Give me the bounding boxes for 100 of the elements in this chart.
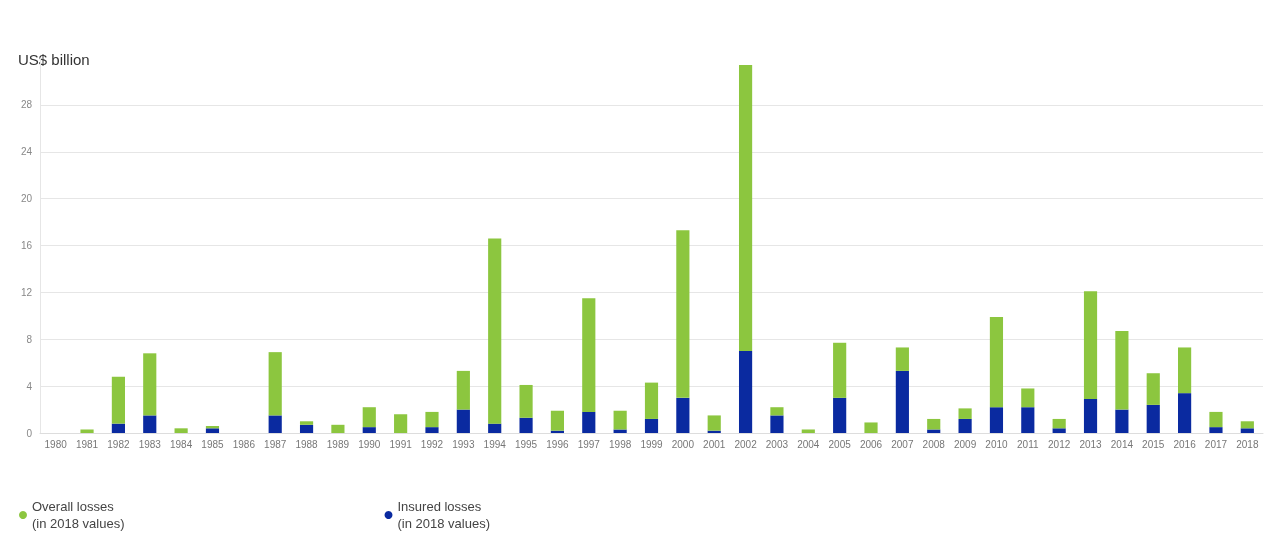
bar	[707, 415, 721, 431]
bar	[1209, 427, 1223, 433]
x-tick-label: 1995	[514, 438, 538, 450]
bar	[989, 407, 1004, 433]
x-tick-label: 1984	[169, 438, 193, 450]
bar	[1240, 428, 1254, 433]
bar	[927, 429, 941, 433]
x-tick-label: 2013	[1079, 438, 1103, 450]
bar	[425, 411, 439, 428]
x-tick-label: 2018	[1236, 438, 1259, 450]
x-tick-label: 1982	[107, 438, 130, 450]
bar	[1021, 388, 1035, 408]
y-tick-label: 28	[20, 99, 33, 111]
bar	[205, 428, 220, 433]
bar	[80, 429, 94, 433]
bar	[394, 414, 408, 433]
bar	[456, 370, 470, 410]
x-tick-label: 2008	[922, 438, 946, 450]
bar	[1083, 291, 1098, 400]
legend-label: Insured losses (in 2018 values)	[397, 499, 490, 531]
y-tick-label: 16	[20, 240, 33, 251]
bar	[770, 407, 784, 416]
x-tick-label: 2015	[1142, 438, 1165, 450]
x-tick-label: 2009	[953, 438, 977, 450]
bar	[174, 428, 188, 433]
x-tick-label: 2000	[671, 438, 695, 450]
bar	[1240, 421, 1254, 429]
bar	[895, 347, 909, 371]
bar	[362, 407, 376, 428]
x-tick-label: 2007	[891, 438, 914, 450]
bar	[1083, 399, 1098, 433]
bar	[864, 422, 878, 433]
x-tick-label: 2005	[828, 438, 852, 450]
bar	[833, 342, 847, 398]
bar	[738, 350, 753, 433]
bar	[613, 410, 627, 430]
bar	[989, 316, 1004, 408]
x-tick-label: 1997	[577, 438, 601, 450]
bar	[738, 65, 753, 351]
bar	[143, 353, 157, 416]
x-tick-label: 2014	[1110, 438, 1134, 450]
bar	[519, 384, 533, 418]
y-axis-title: US$ billion	[18, 51, 90, 68]
x-tick-label: 2017	[1204, 438, 1228, 450]
bar	[958, 408, 972, 419]
bar	[958, 418, 972, 433]
x-tick-label: 1991	[389, 438, 413, 450]
y-tick-label: 8	[26, 333, 33, 345]
bar	[1115, 409, 1129, 433]
bar	[111, 423, 125, 433]
x-tick-label: 2001	[703, 438, 726, 450]
y-tick-label: 24	[20, 146, 33, 158]
bar	[1021, 407, 1035, 433]
y-tick-label: 20	[20, 193, 33, 205]
x-tick-label: 1988	[295, 438, 319, 450]
bar	[801, 429, 815, 433]
bar	[676, 230, 690, 398]
x-tick-label: 2011	[1017, 438, 1039, 450]
bar	[895, 370, 909, 433]
bar	[362, 427, 376, 433]
x-tick-label: 1993	[452, 438, 475, 450]
bar	[268, 415, 282, 433]
x-tick-label: 1987	[264, 438, 287, 450]
x-tick-label: 1998	[609, 438, 632, 450]
bar	[550, 410, 565, 431]
y-tick-label: 4	[26, 380, 33, 392]
bar	[111, 376, 125, 424]
y-tick-label: 12	[20, 286, 33, 298]
bar	[456, 409, 470, 433]
bar	[299, 424, 314, 433]
bar	[833, 397, 847, 433]
bar	[488, 423, 502, 433]
bar	[582, 411, 596, 433]
x-tick-label: 1992	[420, 438, 444, 450]
bar	[488, 238, 502, 424]
bar	[425, 427, 439, 433]
bar	[1209, 411, 1223, 428]
bar	[770, 415, 784, 433]
x-tick-label: 2002	[734, 438, 758, 450]
y-tick-label: 0	[26, 427, 33, 439]
x-tick-label: 1980	[44, 438, 68, 450]
x-tick-label: 1981	[75, 438, 99, 450]
bar	[331, 424, 345, 433]
x-tick-label: 1994	[483, 438, 507, 450]
bar	[1115, 331, 1129, 410]
bar	[1178, 347, 1192, 394]
bar	[582, 298, 596, 412]
bar	[1052, 418, 1066, 429]
bar	[299, 421, 314, 425]
bar	[1052, 428, 1066, 433]
x-tick-label: 2012	[1048, 438, 1071, 450]
legend-label: Overall losses (in 2018 values)	[32, 499, 125, 531]
x-tick-label: 2016	[1173, 438, 1197, 450]
x-tick-label: 1983	[138, 438, 162, 450]
bar	[1178, 393, 1192, 433]
bar	[644, 418, 659, 433]
x-tick-label: 2010	[985, 438, 1009, 450]
x-tick-label: 2003	[765, 438, 789, 450]
x-tick-label: 1990	[358, 438, 381, 450]
x-tick-label: 1996	[546, 438, 569, 450]
